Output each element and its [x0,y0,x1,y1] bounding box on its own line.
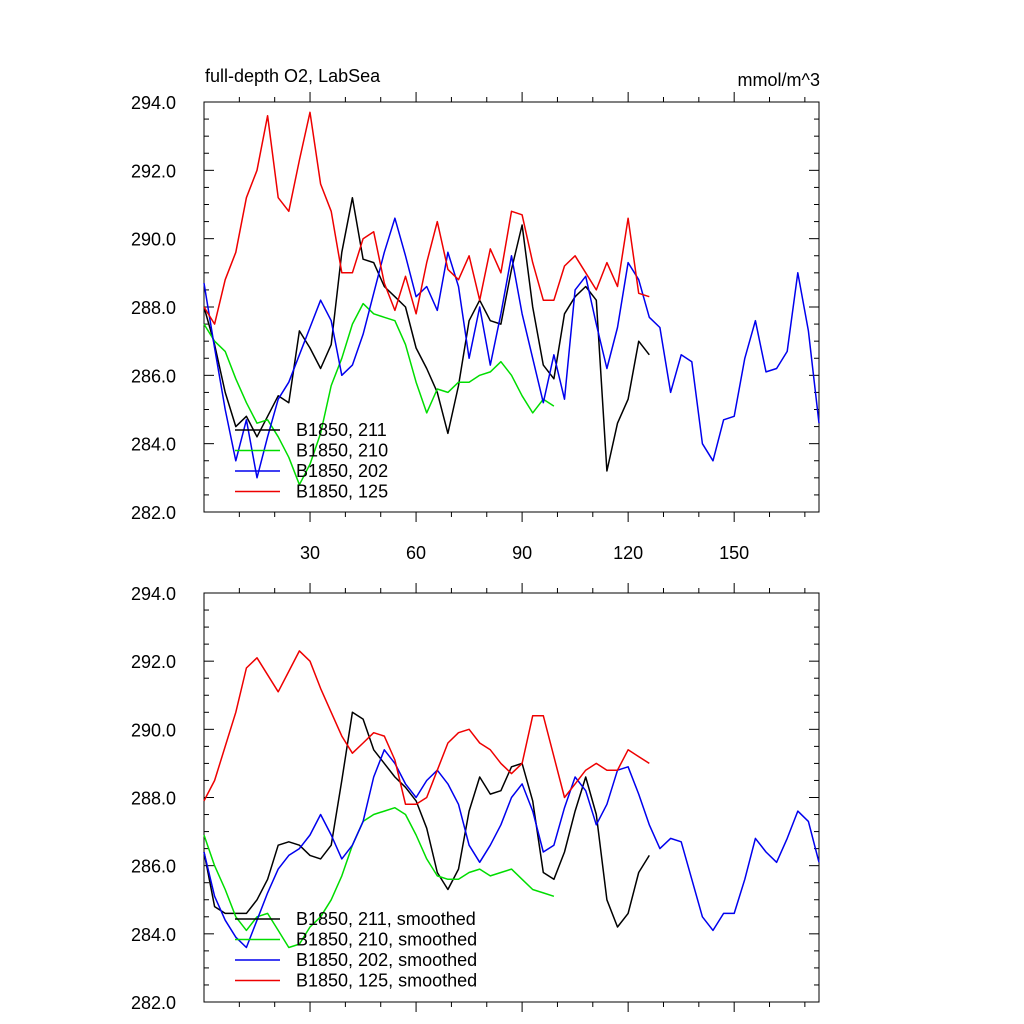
bottom-panel: 282.0 284.0 286.0 288.0 290.0 292.0 294.0 B1850… [131,583,820,1013]
bottom-y-tick-label: 284.0 [131,925,176,945]
top-y-tick-label: 288.0 [131,298,176,318]
bottom-series-line-3 [203,650,650,806]
bottom-y-tick-label: 294.0 [131,584,176,604]
bottom-y-tick-label: 288.0 [131,789,176,809]
top-panel: 282.0 284.0 286.0 288.0 290.0 292.0 294.0 30 60 9… [131,92,820,563]
bottom-series-line-2 [203,749,820,949]
top-y-tick-label: 284.0 [131,435,176,455]
top-series-line-3 [203,111,650,325]
top-legend-label: B1850, 202 [296,461,388,481]
top-x-tick-label: 120 [613,543,643,563]
top-series-line-1 [203,302,555,486]
bottom-legend-label: B1850, 211, smoothed [296,909,476,929]
top-y-tick-label: 294.0 [131,93,176,113]
top-x-tick-label: 30 [300,543,320,563]
top-y-tick-label: 292.0 [131,161,176,181]
chart-title: full-depth O2, LabSea [205,66,381,86]
bottom-legend-label: B1850, 125, smoothed [296,971,477,991]
top-x-tick-label: 90 [512,543,532,563]
top-y-tick-label: 286.0 [131,366,176,386]
bottom-y-tick-label: 292.0 [131,652,176,672]
bottom-series-line-1 [203,806,555,949]
units-label: mmol/m^3 [738,70,820,90]
top-legend-label: B1850, 211 [296,420,387,440]
bottom-y-tick-label: 282.0 [131,993,176,1013]
top-x-tick-label: 150 [719,543,749,563]
bottom-series-line-0 [203,711,650,928]
top-y-tick-label: 290.0 [131,230,176,250]
top-legend-label: B1850, 125 [296,482,388,502]
top-legend-label: B1850, 210 [296,441,388,461]
bottom-y-tick-label: 290.0 [131,720,176,740]
bottom-legend-label: B1850, 202, smoothed [296,950,477,970]
top-series-line-2 [203,217,820,479]
bottom-legend-label: B1850, 210, smoothed [296,930,477,950]
top-y-tick-label: 282.0 [131,503,176,523]
bottom-y-tick-label: 286.0 [131,857,176,877]
top-x-tick-label: 60 [406,543,426,563]
